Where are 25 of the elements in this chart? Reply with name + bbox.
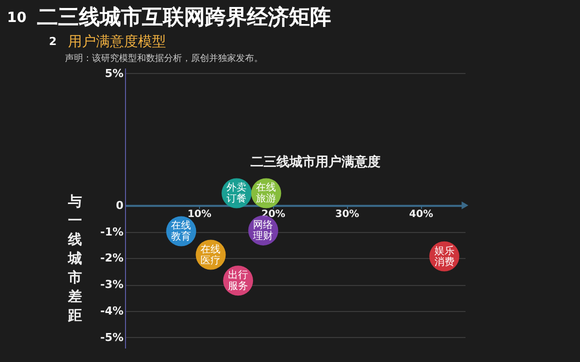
text: 声明：该研究模型和数据分析，原创并独家发布。 xyxy=(65,53,263,64)
y-tick-label: -4% xyxy=(100,304,124,318)
series-label: 在线教育 xyxy=(171,220,192,243)
text: 2 xyxy=(49,35,57,48)
series-label: 网络理财 xyxy=(253,218,274,242)
x-axis-title: 二三线城市用户满意度 xyxy=(250,154,380,170)
chart-title: 二三线城市互联网跨界经济矩阵 xyxy=(37,5,331,29)
x-tick-label: 30% xyxy=(335,208,360,220)
x-tick-label: 20% xyxy=(261,208,286,220)
series-label: 在线旅游 xyxy=(256,182,276,205)
y-tick-label: -1% xyxy=(100,225,124,238)
x-tick-label: 40% xyxy=(409,208,434,220)
y-tick-label: 0 xyxy=(116,198,124,212)
y-tick-label: -2% xyxy=(100,252,124,265)
y-tick-label: -3% xyxy=(100,278,124,292)
text: 10 xyxy=(7,10,27,26)
y-tick-label: 5% xyxy=(104,66,124,80)
chart-subtitle: 用户满意度模型 xyxy=(68,34,166,50)
y-axis-title: 与一线城市差距 xyxy=(67,194,82,324)
y-tick-label: -5% xyxy=(100,330,124,344)
series-label: 娱乐消费 xyxy=(434,244,454,268)
x-tick-label: 10% xyxy=(187,208,212,220)
series-label: 在线医疗 xyxy=(200,243,221,266)
series-label: 出行服务 xyxy=(228,269,248,292)
series-label: 外卖订餐 xyxy=(226,182,247,205)
